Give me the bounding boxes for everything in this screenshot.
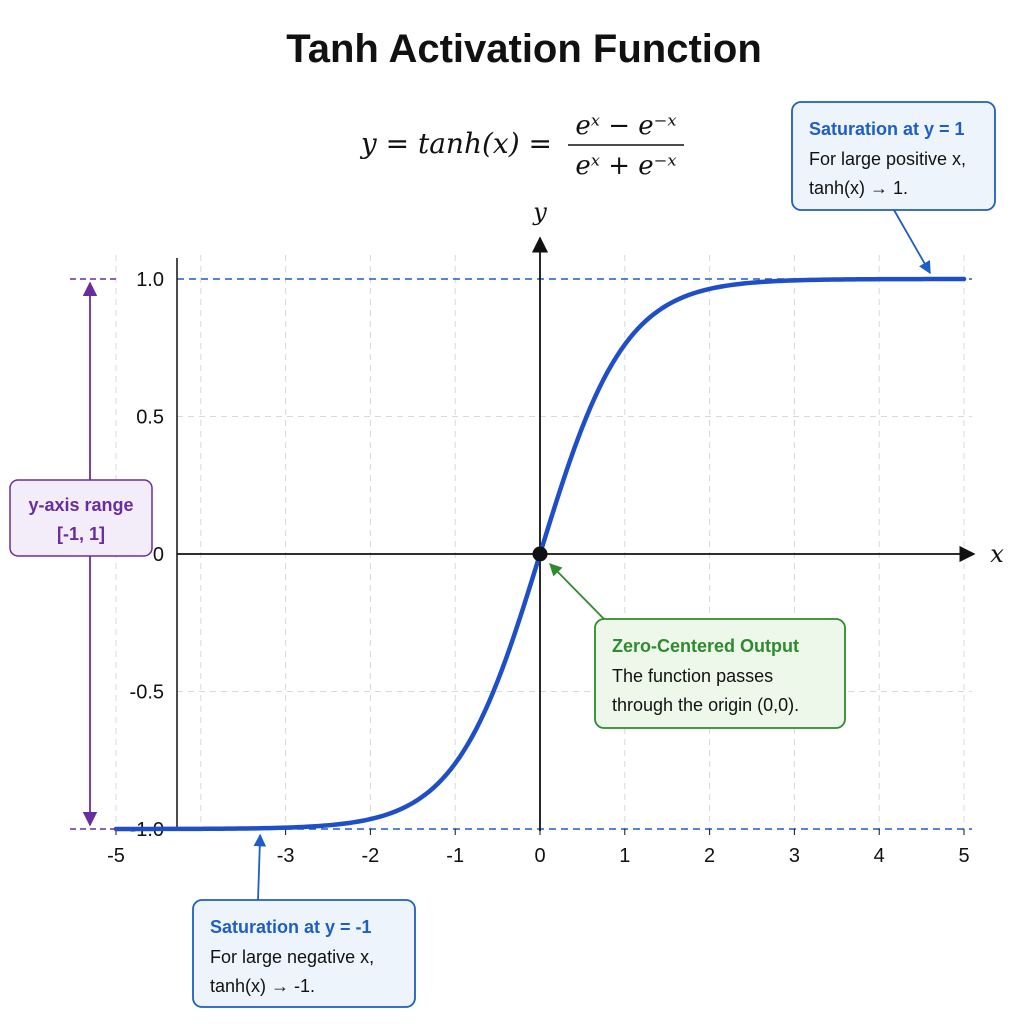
x-axis-label: x <box>990 540 1004 568</box>
x-tick-label: 1 <box>619 845 630 867</box>
x-tick-label: 4 <box>874 845 885 867</box>
upper-saturation-note-title: Saturation at y = 1 <box>809 119 965 139</box>
range-annotation: y-axis range [-1, 1] <box>9 278 153 830</box>
y-axis-label: y <box>532 198 547 226</box>
upper-saturation-note-box <box>791 101 996 211</box>
x-tick-label: -5 <box>107 845 125 867</box>
tick-labels: 1.00.50-0.5-1.0-5 -3 -2 -1 0 1 2 3 4 5 <box>107 269 969 867</box>
y-tick-label: -0.5 <box>130 682 164 704</box>
formula-denominator: eˣ + e⁻ˣ <box>575 151 676 181</box>
axes: xy <box>176 198 1004 831</box>
formula-lhs: y = tanh(x) = <box>359 127 552 160</box>
zero-centered-note-title: Zero-Centered Output <box>612 636 799 656</box>
x-tick-label: 5 <box>958 845 969 867</box>
x-tick-label: -2 <box>362 845 380 867</box>
formula: y = tanh(x) = eˣ − e⁻ˣ eˣ + e⁻ˣ <box>359 111 684 181</box>
x-tick-label: 0 <box>534 845 545 867</box>
lower-saturation-note-line1: For large negative x, <box>210 947 374 967</box>
series <box>113 276 967 832</box>
annotations: Saturation at y = 1 For large positive x,… <box>192 101 996 1008</box>
upper-saturation-note-line2: tanh(x) → 1. <box>809 178 908 198</box>
chart-title: Tanh Activation Function <box>286 27 762 71</box>
lower-saturation-note-pointer <box>253 833 267 901</box>
upper-saturation-note: Saturation at y = 1 For large positive x,… <box>791 101 996 275</box>
zero-centered-note-line2: through the origin (0,0). <box>612 695 799 715</box>
x-tick-label: -1 <box>446 845 464 867</box>
origin-point <box>532 546 548 562</box>
y-tick-label: 0 <box>153 544 164 566</box>
zero-centered-note: Zero-Centered Output The function passes t… <box>549 563 846 729</box>
lower-saturation-note-title: Saturation at y = -1 <box>210 917 372 937</box>
zero-centered-note-pointer <box>549 563 606 621</box>
range-label-line2: [-1, 1] <box>57 524 105 544</box>
x-tick-label: 2 <box>704 845 715 867</box>
y-tick-label: 0.5 <box>136 407 164 429</box>
lower-saturation-note: Saturation at y = -1 For large negative x… <box>192 833 416 1008</box>
y-tick-label: 1.0 <box>136 269 164 291</box>
upper-saturation-note-line1: For large positive x, <box>809 149 966 169</box>
zero-centered-note-box <box>594 618 846 729</box>
x-tick-label: -3 <box>277 845 295 867</box>
range-label-line1: y-axis range <box>28 495 133 515</box>
formula-numerator: eˣ − e⁻ˣ <box>575 111 676 141</box>
zero-centered-note-line1: The function passes <box>612 666 773 686</box>
lower-saturation-note-line2: tanh(x) → -1. <box>210 976 315 996</box>
lower-saturation-note-box <box>192 899 416 1008</box>
range-box <box>9 479 153 557</box>
upper-saturation-note-pointer <box>893 209 931 275</box>
x-tick-label: 3 <box>789 845 800 867</box>
